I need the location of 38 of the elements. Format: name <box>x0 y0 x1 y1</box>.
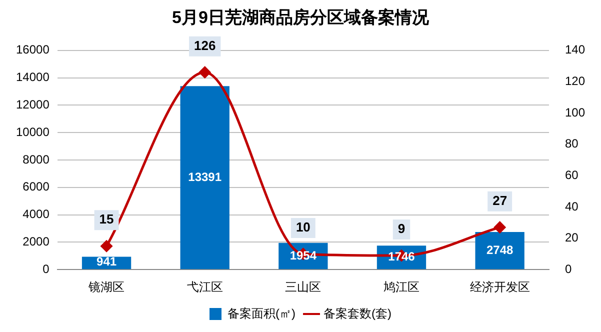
y-tick-label: 16000 <box>16 42 50 57</box>
y2-tick-label: 40 <box>564 199 579 214</box>
y2-tick-label: 0 <box>564 262 572 276</box>
legend-label: 备案套数(套) <box>324 306 392 320</box>
y-tick-label: 10000 <box>16 124 50 139</box>
y-tick-label: 6000 <box>22 180 50 194</box>
data-label: 27 <box>492 192 508 208</box>
y-tick-label: 12000 <box>16 98 50 112</box>
y-tick-label: 8000 <box>22 152 50 166</box>
data-label: 13391 <box>188 170 222 184</box>
y2-tick-label: 100 <box>564 105 586 120</box>
x-tick-label: 弋江区 <box>186 280 223 294</box>
data-label: 941 <box>96 254 117 268</box>
y2-tick-label: 60 <box>564 168 579 182</box>
y-tick-label: 2000 <box>22 234 50 249</box>
y-tick-label: 0 <box>42 262 50 276</box>
data-label: 2748 <box>486 242 514 257</box>
chart-title: 5月9日芜湖商品房分区域备案情况 <box>172 6 430 27</box>
point <box>199 66 211 78</box>
y2-tick-label: 80 <box>564 136 579 151</box>
point <box>494 222 506 234</box>
legend-label: 备案面积(㎡) <box>228 306 296 320</box>
y2-tick-label: 140 <box>564 42 586 57</box>
data-label: 10 <box>296 220 310 235</box>
bar <box>475 232 524 270</box>
data-label: 15 <box>99 212 114 227</box>
data-label: 126 <box>194 38 216 53</box>
bar <box>180 86 230 270</box>
data-label: 9 <box>398 221 406 236</box>
x-tick-label: 经济开发区 <box>470 280 530 294</box>
y-tick-label: 4000 <box>22 207 50 222</box>
x-tick-label: 鸠江区 <box>383 280 420 294</box>
y2-tick-label: 20 <box>564 230 579 245</box>
x-tick-label: 三山区 <box>285 280 322 294</box>
y-tick-label: 14000 <box>16 70 50 84</box>
point <box>100 240 112 252</box>
x-tick-label: 镜湖区 <box>88 280 125 294</box>
y2-tick-label: 120 <box>564 74 586 88</box>
